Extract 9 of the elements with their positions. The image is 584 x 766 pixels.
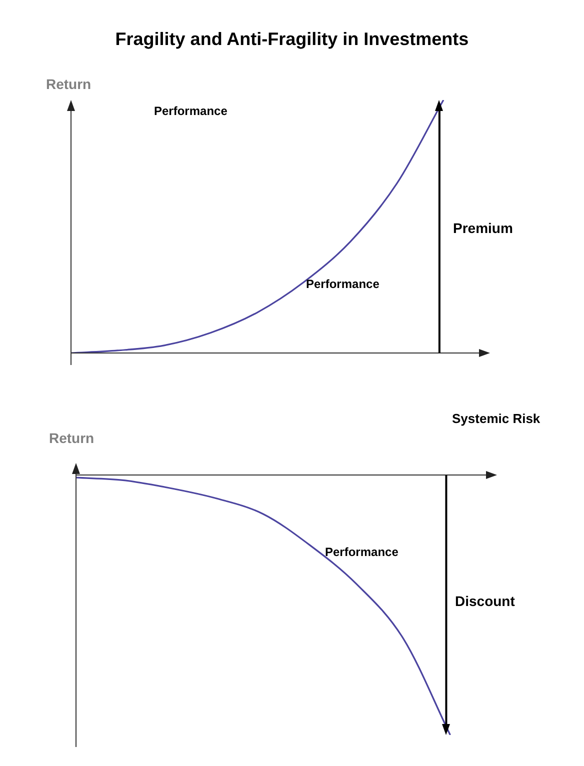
annotation: Discount: [455, 593, 515, 609]
annotation: Performance: [154, 104, 228, 118]
x-axis-title: Systemic Risk: [452, 411, 540, 426]
y-axis-title: Return: [46, 76, 92, 92]
chart-title: Fragility and Anti-Fragility in Investments: [115, 28, 469, 50]
annotation: Performance: [306, 277, 380, 291]
y-axis-title: Return: [49, 430, 94, 446]
annotation: Performance: [325, 545, 398, 559]
annotation: Premium: [453, 220, 513, 236]
